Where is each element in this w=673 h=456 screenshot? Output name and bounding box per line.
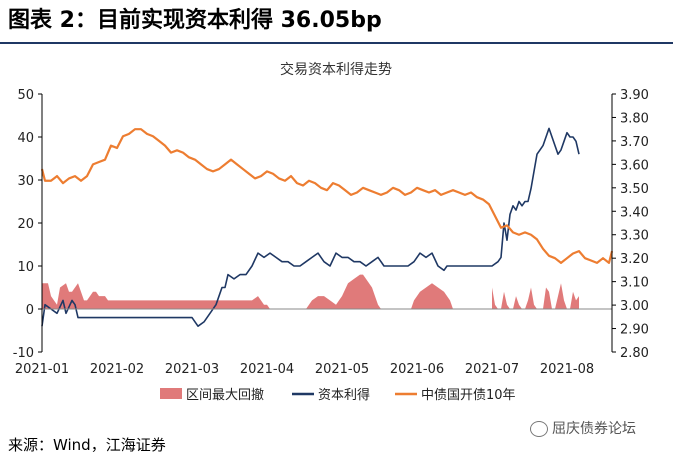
left-tick-label: 20	[17, 217, 34, 232]
right-tick-label: 3.40	[620, 205, 649, 220]
watermark-text: 屈庆债券论坛	[552, 421, 636, 437]
right-tick-label: 3.80	[620, 111, 649, 126]
x-tick-label: 2021-06	[390, 362, 444, 377]
right-tick-label: 3.00	[620, 299, 649, 314]
right-tick-label: 2.80	[620, 346, 649, 361]
right-tick-label: 3.10	[620, 276, 649, 291]
x-tick-label: 2021-07	[465, 362, 519, 377]
x-tick-label: 2021-01	[15, 362, 69, 377]
right-tick-label: 3.20	[620, 252, 649, 267]
series-line-bond-yield	[40, 128, 614, 264]
left-tick-label: 50	[17, 88, 34, 103]
left-tick-label: 40	[17, 131, 34, 146]
series-area-drawdown	[42, 274, 579, 309]
watermark: 屈庆债券论坛	[530, 418, 636, 438]
series-line-capital-gain	[41, 127, 580, 327]
right-tick-label: 3.90	[620, 88, 649, 103]
right-tick-label: 3.30	[620, 229, 649, 244]
x-tick-label: 2021-02	[90, 362, 144, 377]
source-note: 来源：Wind，江海证券	[8, 436, 166, 454]
plot-area	[40, 127, 614, 327]
heading-rule	[0, 42, 673, 44]
right-tick-label: 3.50	[620, 182, 649, 197]
left-tick-label: 10	[17, 260, 34, 275]
axes: -10 0 10 20 30 40 50 2.80 2.90 3.00 3.10 3.20 3.30 3.…	[13, 88, 649, 377]
wechat-icon	[530, 421, 548, 437]
legend-label: 中债国开债10年	[421, 388, 516, 403]
left-tick-label: -10	[13, 346, 34, 361]
x-tick-label: 2021-04	[240, 362, 294, 377]
x-tick-label: 2021-03	[165, 362, 219, 377]
chart-title: 交易资本利得走势	[280, 61, 392, 78]
legend-label: 区间最大回撤	[186, 387, 264, 403]
x-tick-label: 2021-08	[540, 362, 594, 377]
figure-heading: 图表 2：目前实现资本利得 36.05bp	[8, 8, 382, 33]
left-tick-label: 0	[26, 303, 34, 318]
chart: 交易资本利得走势 -10 0 10 20 30 40 50 2.80 2.90 3.00 3.10 3…	[13, 61, 649, 403]
right-tick-label: 3.70	[620, 135, 649, 150]
right-tick-label: 2.90	[620, 323, 649, 338]
legend-label: 资本利得	[318, 387, 370, 403]
legend: 区间最大回撤 资本利得 中债国开债10年	[160, 387, 516, 403]
legend-swatch-drawdown	[160, 388, 182, 399]
left-tick-label: 30	[17, 174, 34, 189]
right-tick-label: 3.60	[620, 158, 649, 173]
x-tick-label: 2021-05	[315, 362, 369, 377]
